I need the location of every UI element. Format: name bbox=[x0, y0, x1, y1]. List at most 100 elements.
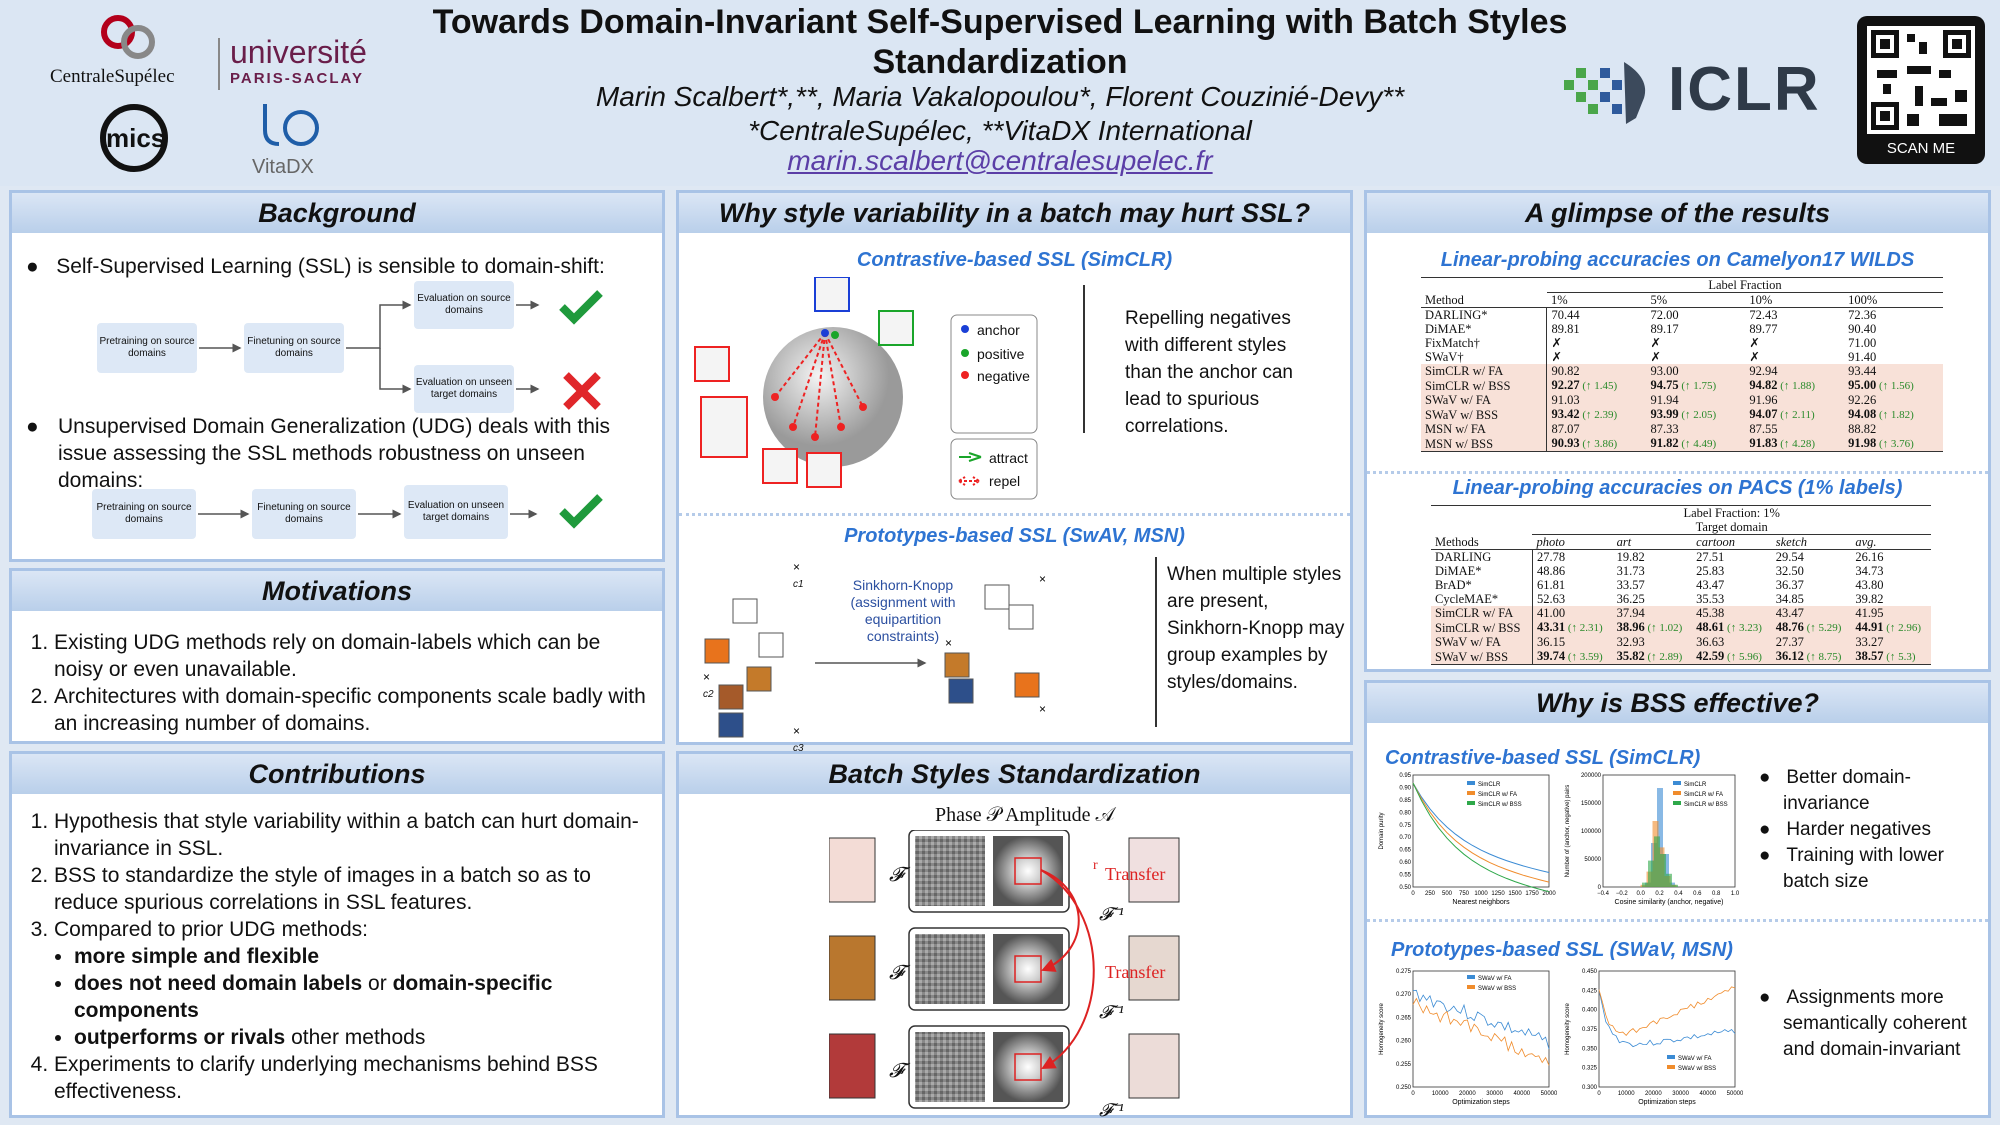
table-cell: 36.63 bbox=[1692, 635, 1772, 649]
table-header-cell: photo bbox=[1532, 534, 1613, 550]
table-cell: 89.77 bbox=[1749, 322, 1778, 336]
udg-flow-arrows bbox=[198, 509, 538, 519]
prototype-c1: c1 bbox=[793, 579, 804, 590]
y-tick-label: 0.270 bbox=[1396, 992, 1412, 998]
legend-positive: positive bbox=[977, 346, 1025, 362]
table-cell: 25.83 bbox=[1696, 564, 1725, 578]
table-row: MSN w/ BSS 90.93 (↑ 3.86) 91.82 (↑ 4.49) 91… bbox=[1421, 436, 1943, 452]
background-bullet-2: ● Unsupervised Domain Generalization (UDG… bbox=[26, 415, 611, 492]
table-row: SWaV w/ BSS 39.74 (↑ 3.59) 35.82 (↑ 2.89) 4… bbox=[1431, 649, 1931, 665]
table-header-row: Methods photo art cartoon sketch avg. bbox=[1431, 534, 1931, 550]
background-title: Background bbox=[12, 193, 662, 233]
table-row: DARLING 27.78 19.82 27.51 29.54 26.16 bbox=[1431, 549, 1931, 564]
histogram-bar bbox=[1660, 854, 1666, 887]
x-tick-label: 1750 bbox=[1525, 891, 1539, 897]
table-cell: SimCLR w/ BSS bbox=[1431, 620, 1533, 635]
x-tick-label: 1.0 bbox=[1731, 891, 1740, 897]
table-cell: 39.82 bbox=[1855, 592, 1884, 606]
x-axis-label: Optimization steps bbox=[1452, 1099, 1510, 1106]
effective-contrastive-subtitle: Contrastive-based SSL (SimCLR) bbox=[1385, 747, 1701, 769]
table-cell: ✗ bbox=[1749, 350, 1760, 364]
iclr-logo: ICLR bbox=[1668, 55, 1821, 124]
table-cell: 70.44 bbox=[1551, 308, 1580, 322]
bss-fourier-diagram bbox=[829, 830, 1180, 1109]
contribution-item: Hypothesis that style variability within… bbox=[54, 808, 646, 862]
x-axis-label: Cosine similarity (anchor, negative) bbox=[1615, 899, 1724, 906]
x-tick-label: 500 bbox=[1442, 891, 1453, 897]
table-cell: SimCLR w/ FA bbox=[1421, 364, 1548, 378]
plot-frame bbox=[1412, 970, 1550, 1088]
table-cell: 72.43 bbox=[1749, 308, 1778, 322]
table-cell: SWaV w/ BSS bbox=[1431, 649, 1533, 665]
table-cell: 38.96 (↑ 1.02) bbox=[1612, 620, 1693, 635]
table-cell: 90.40 bbox=[1848, 322, 1877, 336]
y-axis-label: Number of (anchor, negative) pairs bbox=[1565, 785, 1571, 877]
table-row: DARLING* 70.44 72.00 72.43 72.36 bbox=[1421, 307, 1943, 322]
universite-logo: université bbox=[230, 34, 367, 70]
why-prototypes-text: When multiple styles are present, Sinkho… bbox=[1167, 564, 1345, 693]
legend-swatch bbox=[1467, 975, 1475, 979]
contributions-title: Contributions bbox=[12, 754, 662, 794]
x-tick-label: 0.6 bbox=[1693, 891, 1702, 897]
table-cell: 91.98 (↑ 3.76) bbox=[1844, 436, 1943, 452]
bss-title: Batch Styles Standardization bbox=[679, 754, 1350, 794]
prototypes-diagram: × × × × × × bbox=[703, 563, 1046, 738]
qr-code[interactable]: SCAN ME bbox=[1857, 16, 1985, 164]
why-prototypes-subtitle: Prototypes-based SSL (SwAV, MSN) bbox=[844, 525, 1185, 547]
table-header-row: Method 1% 5% 10% 100% bbox=[1421, 292, 1943, 308]
contribution-sublist: more simple and flexible does not need d… bbox=[74, 943, 646, 1051]
table-cell: 93.00 bbox=[1646, 364, 1746, 378]
table-cell: 89.81 bbox=[1551, 322, 1580, 336]
x-tick-label: 1250 bbox=[1491, 891, 1505, 897]
table-cell: 36.12 (↑ 8.75) bbox=[1771, 649, 1852, 665]
table-header-cell: avg. bbox=[1851, 534, 1931, 550]
authors: Marin Scalbert*,**, Maria Vakalopoulou*,… bbox=[595, 81, 1405, 112]
paris-saclay-logo: PARIS-SACLAY bbox=[230, 70, 365, 87]
x-tick-label: 750 bbox=[1459, 891, 1470, 897]
histogram-bar bbox=[1666, 873, 1672, 887]
table-cell: 27.51 bbox=[1696, 550, 1725, 564]
table-cell: SWaV† bbox=[1421, 350, 1548, 364]
y-tick-label: 0.65 bbox=[1399, 848, 1411, 854]
histogram-bar bbox=[1648, 860, 1654, 887]
purity-curve bbox=[1412, 782, 1550, 893]
table-cell: 36.25 bbox=[1616, 592, 1645, 606]
why-divider bbox=[1083, 285, 1085, 433]
x-tick-label: 20000 bbox=[1645, 1091, 1662, 1097]
results-title: A glimpse of the results bbox=[1367, 193, 1988, 233]
table-cell: 48.86 bbox=[1536, 564, 1566, 578]
svg-text:×: × bbox=[1039, 572, 1046, 586]
table-cell: 91.96 bbox=[1745, 393, 1845, 407]
table-cell: DARLING* bbox=[1421, 307, 1548, 322]
table-header-cell: 100% bbox=[1844, 292, 1943, 308]
legend-swatch bbox=[1673, 801, 1681, 805]
table-cell: SimCLR w/ FA bbox=[1431, 606, 1533, 620]
svg-text:×: × bbox=[793, 563, 800, 574]
table-cell: 31.73 bbox=[1616, 564, 1645, 578]
checkmark-icon bbox=[559, 494, 603, 529]
why-contrastive-text: Repelling negatives with different style… bbox=[1125, 308, 1293, 437]
x-tick-label: 20000 bbox=[1459, 1091, 1476, 1097]
table-cell: 61.81 bbox=[1536, 578, 1566, 592]
table-row: SWaV w/ FA 36.15 32.93 36.63 27.37 33.27 bbox=[1431, 635, 1931, 649]
prototype-c2: c2 bbox=[703, 689, 714, 700]
why-contrastive-subtitle: Contrastive-based SSL (SimCLR) bbox=[856, 249, 1173, 271]
y-tick-label: 0 bbox=[1598, 885, 1602, 891]
table-cell: 95.00 (↑ 1.56) bbox=[1844, 378, 1943, 393]
table-cell: 92.27 (↑ 1.45) bbox=[1546, 378, 1647, 393]
table-cell: 45.38 bbox=[1692, 606, 1772, 620]
table-row: SimCLR w/ FA 41.00 37.94 45.38 43.47 41.95 bbox=[1431, 606, 1931, 620]
table-header-cell: Methods bbox=[1431, 534, 1533, 550]
effective-bullet: ● Training with lower batch size bbox=[1759, 845, 1944, 892]
pacs-subtitle: Linear-probing accuracies on PACS (1% la… bbox=[1452, 477, 1903, 499]
motivation-item: Existing UDG methods rely on domain-labe… bbox=[54, 629, 646, 683]
contributions-list: Hypothesis that style variability within… bbox=[22, 808, 646, 1105]
table-cell: 52.63 bbox=[1536, 592, 1566, 606]
table-cell: 71.00 bbox=[1848, 336, 1877, 350]
effective-prototypes-subtitle: Prototypes-based SSL (SWaV, MSN) bbox=[1391, 939, 1733, 961]
background-bullet-1: ● Self-Supervised Learning (SSL) is sens… bbox=[26, 255, 605, 278]
x-tick-label: 0.0 bbox=[1637, 891, 1646, 897]
poster-title: Towards Domain-Invariant Self-Supervised… bbox=[432, 3, 1568, 81]
homogeneity-curve bbox=[1412, 997, 1550, 1066]
email-link[interactable]: marin.scalbert@centralesupelec.fr bbox=[787, 145, 1213, 176]
